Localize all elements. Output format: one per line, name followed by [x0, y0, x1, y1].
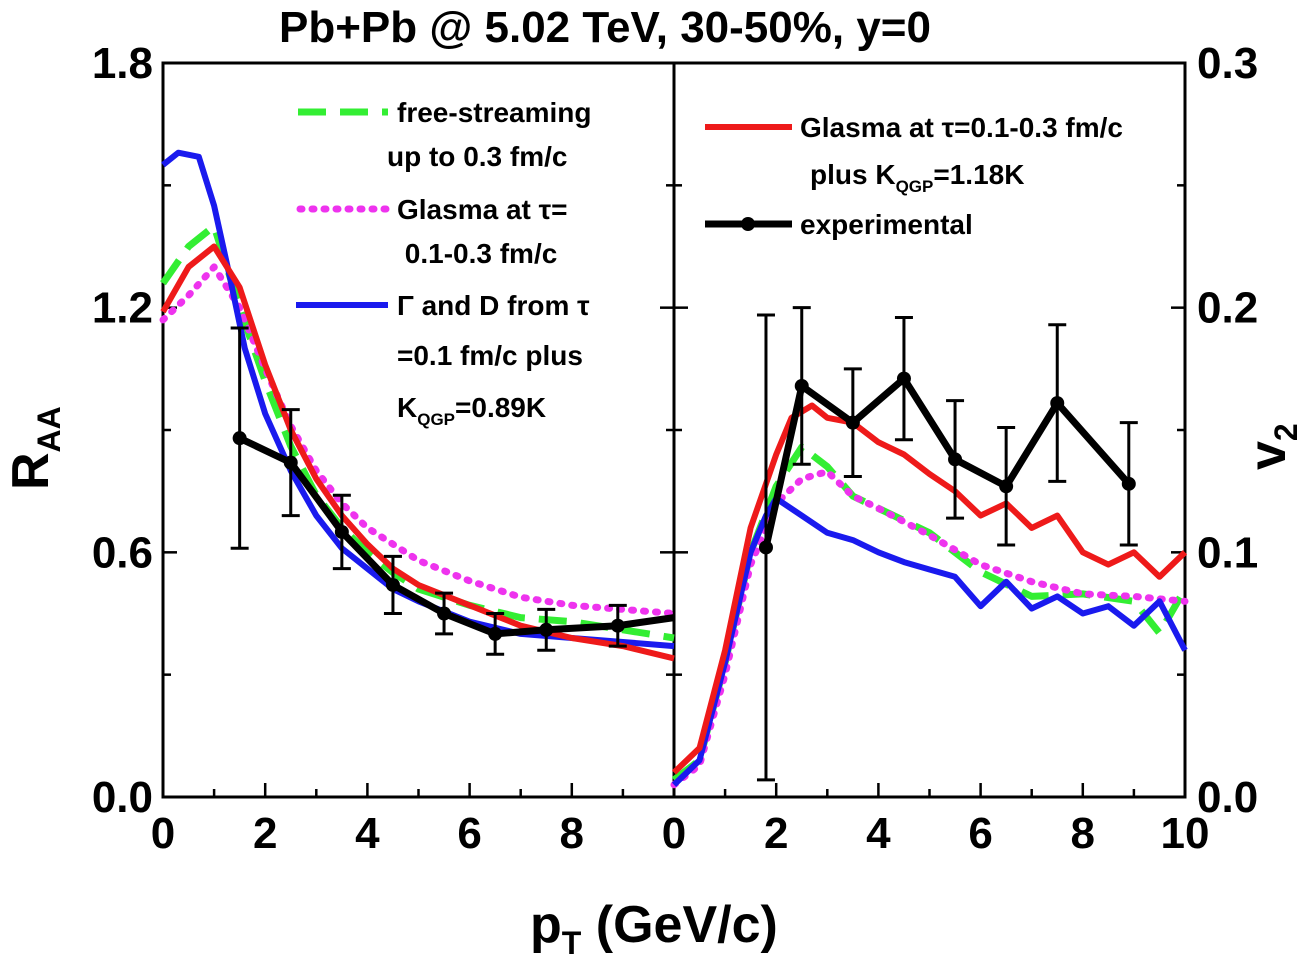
data-point	[232, 431, 247, 446]
data-point	[845, 415, 860, 430]
legend-gamma-d-line2: =0.1 fm/c plus	[397, 340, 583, 371]
right-series-and-d-from-0-1-fm-c-plus-k-qgp-0-89k	[671, 495, 1188, 787]
data-point	[758, 540, 773, 555]
x-tick-label: 6	[457, 809, 481, 858]
series-layer	[159, 149, 1189, 789]
data-point	[1050, 396, 1065, 411]
y-tick-label: 0.0	[1197, 773, 1258, 822]
legend-gamma-d-line1: Γ and D from τ	[397, 290, 590, 321]
x-tick-label: 2	[764, 809, 788, 858]
legend-experimental: experimental	[800, 209, 973, 240]
x-tick-label: 2	[253, 809, 277, 858]
data-point	[334, 524, 349, 539]
right-series-experimental	[762, 375, 1132, 549]
legend-gamma-d-k: KQGP=0.89K	[397, 392, 546, 429]
right-series-glasma-at-0-1-0-3-fm-c	[670, 468, 1189, 789]
x-tick-label: 8	[1071, 809, 1095, 858]
data-point	[794, 378, 809, 393]
y-tick-label: 0.2	[1197, 284, 1258, 333]
data-point	[896, 371, 911, 386]
y-tick-label: 1.2	[92, 284, 153, 333]
x-tick-label: 8	[560, 809, 584, 858]
left-series-glasma-at-0-1-0-3-fm-c	[159, 263, 678, 617]
y-axis-title-left: RAA	[2, 406, 67, 490]
chart-title: Pb+Pb @ 5.02 TeV, 30-50%, y=0	[279, 3, 931, 52]
legend-lines	[296, 108, 792, 308]
data-point	[283, 455, 298, 470]
x-axis-title: pT (GeV/c)	[530, 896, 778, 957]
data-point	[488, 626, 503, 641]
y-tick-label: 0.1	[1197, 528, 1258, 577]
data-point	[999, 479, 1014, 494]
right-series-glasma-at-0-1-0-3-fm-c-plus-k-qgp-1-18k	[671, 402, 1188, 775]
axis-ticks: 0 2 4 6 80.00.61.21.80 2 4 6 8 100.00.10.20.3	[92, 39, 1258, 858]
y-tick-label: 0.0	[92, 773, 153, 822]
legend-free-streaming-line1: free-streaming	[397, 97, 592, 128]
x-tick-label: 0	[151, 809, 175, 858]
data-point	[385, 577, 400, 592]
x-tick-label: 4	[355, 809, 380, 858]
data-point	[437, 606, 452, 621]
legend-glasma-line2: 0.1-0.3 fm/c	[397, 238, 557, 269]
data-point	[610, 618, 625, 633]
x-tick-label: 0	[662, 809, 686, 858]
x-tick-label: 4	[866, 809, 891, 858]
legend-glasma-line1: Glasma at τ=	[397, 194, 567, 225]
x-tick-label: 10	[1161, 809, 1210, 858]
data-point	[539, 622, 554, 637]
legend-marker-experimental	[741, 217, 755, 231]
legend-free-streaming-line2: up to 0.3 fm/c	[387, 141, 567, 172]
x-tick-label: 6	[968, 809, 992, 858]
y-axis-title-right: v2	[1239, 423, 1304, 470]
legend-glasma-k118-k: plus KQGP=1.18K	[810, 159, 1024, 196]
y-tick-label: 0.3	[1197, 39, 1258, 88]
legend-glasma-k118-line1: Glasma at τ=0.1-0.3 fm/c	[800, 112, 1123, 143]
data-point	[948, 452, 963, 467]
right-series-free-streaming-up-to-0-3-fm-c	[671, 443, 1189, 783]
data-point	[1121, 476, 1136, 491]
y-tick-label: 0.6	[92, 528, 153, 577]
y-tick-label: 1.8	[92, 39, 153, 88]
right-plot-frame	[672, 61, 1187, 799]
